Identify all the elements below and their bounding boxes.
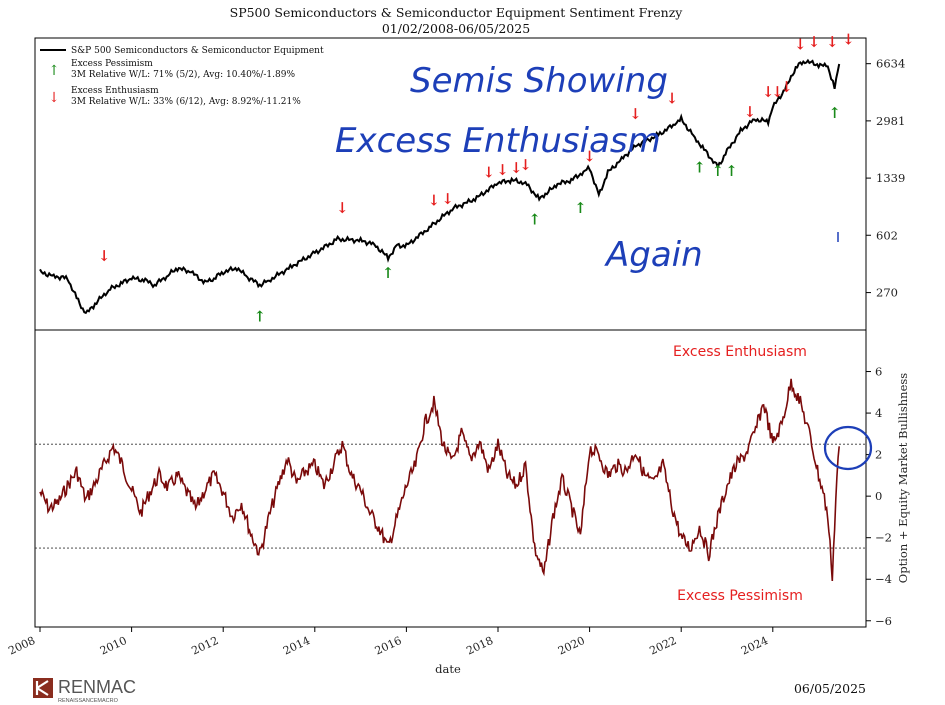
top-y-tick-label: 602 bbox=[876, 228, 898, 242]
excess-enthusiasm-marker: ↓ bbox=[771, 83, 784, 101]
bottom-y-axis-label: Option + Equity Market Bullishness bbox=[896, 373, 910, 583]
excess-enthusiasm-marker: ↓ bbox=[496, 161, 509, 179]
renmac-logo-text: RENMAC bbox=[58, 677, 136, 697]
bottom-y-tick-label: 2 bbox=[875, 448, 882, 462]
x-tick-label: 2010 bbox=[98, 634, 129, 658]
bottom-y-tick-label: 0 bbox=[875, 489, 882, 503]
chart-title: SP500 Semiconductors & Semiconductor Equ… bbox=[230, 5, 684, 20]
renmac-logo: RENMAC RENAISSANCEMACRO bbox=[33, 677, 136, 704]
bottom-y-tick-label: −2 bbox=[875, 531, 892, 545]
legend-label-pessimism: Excess Pessimism bbox=[71, 59, 153, 69]
bottom-y-tick-label: −4 bbox=[875, 572, 892, 586]
x-tick-label: 2016 bbox=[373, 634, 404, 658]
legend-label-index: S&P 500 Semiconductors & Semiconductor E… bbox=[71, 46, 324, 56]
top-y-tick-label: 6634 bbox=[876, 57, 905, 71]
legend-sub-pessimism: 3M Relative W/L: 71% (5/2), Avg: 10.40%/… bbox=[71, 69, 295, 80]
excess-enthusiasm-marker: ↓ bbox=[826, 33, 839, 51]
legend-label-enthusiasm: Excess Enthusiasm bbox=[71, 86, 159, 96]
excess-pessimism-marker: ↑ bbox=[254, 308, 267, 326]
chart-subtitle: 01/02/2008-06/05/2025 bbox=[382, 21, 530, 36]
x-tick-label: 2014 bbox=[281, 634, 312, 658]
top-y-tick-label: 2981 bbox=[876, 114, 905, 128]
excess-enthusiasm-marker: ↓ bbox=[666, 90, 679, 108]
handwritten-circle bbox=[823, 425, 873, 471]
top-y-tick-label: 1339 bbox=[876, 171, 905, 185]
excess-pessimism-marker: ↑ bbox=[528, 210, 541, 228]
annotation-excess-enthusiasm: Excess Enthusiasm bbox=[673, 344, 807, 360]
index-price-line bbox=[39, 58, 841, 315]
excess-pessimism-marker: ↑ bbox=[693, 158, 706, 176]
annotation-excess-pessimism: Excess Pessimism bbox=[677, 588, 803, 604]
x-tick-label: 2018 bbox=[464, 634, 495, 658]
excess-enthusiasm-marker: ↓ bbox=[780, 78, 793, 96]
handwritten-note: Semis Showing Excess Enthusiasm Again bbox=[335, 61, 873, 471]
handwritten-line-3: Again bbox=[604, 235, 703, 275]
excess-pessimism-marker: ↑ bbox=[382, 264, 395, 282]
excess-enthusiasm-marker: ↓ bbox=[762, 83, 775, 101]
excess-enthusiasm-marker: ↓ bbox=[808, 33, 821, 51]
legend-up-arrow-icon: ↑ bbox=[48, 63, 60, 79]
top-y-tick-label: 270 bbox=[876, 286, 898, 300]
excess-enthusiasm-marker: ↓ bbox=[794, 35, 807, 53]
excess-enthusiasm-marker: ↓ bbox=[519, 156, 532, 174]
excess-enthusiasm-marker: ↓ bbox=[441, 190, 454, 208]
bottom-y-tick-label: 4 bbox=[875, 406, 882, 420]
excess-enthusiasm-marker: ↓ bbox=[842, 30, 855, 48]
legend: S&P 500 Semiconductors & Semiconductor E… bbox=[40, 46, 324, 107]
x-tick-label: 2024 bbox=[739, 634, 770, 658]
excess-enthusiasm-marker: ↓ bbox=[629, 105, 642, 123]
bottom-panel-frame bbox=[34, 329, 867, 628]
legend-sub-enthusiasm: 3M Relative W/L: 33% (6/12), Avg: 8.92%/… bbox=[71, 96, 301, 107]
renmac-logo-subtext: RENAISSANCEMACRO bbox=[58, 698, 119, 704]
legend-down-arrow-icon: ↓ bbox=[48, 90, 60, 106]
bottom-plot: −6 −4 −2 0 2 4 6 2008 2010 2012 2014 2016 2018 2020 20… bbox=[6, 365, 892, 658]
bottom-y-tick-label: −6 bbox=[875, 614, 892, 628]
bullishness-line bbox=[39, 378, 840, 582]
x-tick-label: 2008 bbox=[6, 634, 37, 658]
handwritten-line-1: Semis Showing bbox=[410, 61, 668, 101]
excess-enthusiasm-marker: ↓ bbox=[483, 164, 496, 182]
x-tick-label: 2020 bbox=[556, 634, 587, 658]
excess-enthusiasm-marker: ↓ bbox=[583, 147, 596, 165]
excess-pessimism-marker: ↑ bbox=[574, 199, 587, 217]
footer-date: 06/05/2025 bbox=[794, 681, 866, 696]
x-tick-label: 2022 bbox=[648, 634, 679, 658]
excess-enthusiasm-marker: ↓ bbox=[744, 103, 757, 121]
excess-enthusiasm-marker: ↓ bbox=[336, 199, 349, 217]
excess-pessimism-marker: ↑ bbox=[828, 104, 841, 122]
excess-pessimism-marker: ↑ bbox=[712, 162, 725, 180]
excess-enthusiasm-marker: ↓ bbox=[98, 247, 111, 265]
excess-enthusiasm-marker: ↓ bbox=[428, 192, 441, 210]
x-axis-label: date bbox=[435, 662, 461, 676]
x-tick-label: 2012 bbox=[190, 634, 221, 658]
handwritten-line-2: Excess Enthusiasm bbox=[335, 121, 661, 161]
bottom-y-tick-label: 6 bbox=[875, 365, 882, 379]
excess-enthusiasm-marker: ↓ bbox=[510, 159, 523, 177]
excess-pessimism-marker: ↑ bbox=[725, 162, 738, 180]
